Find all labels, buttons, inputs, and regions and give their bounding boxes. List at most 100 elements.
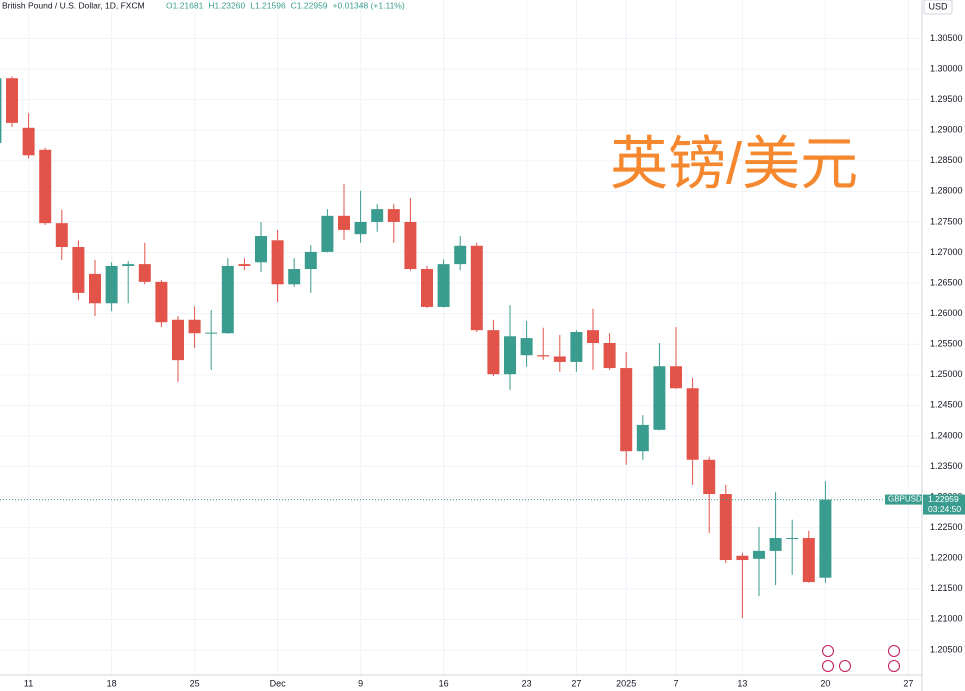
y-tick-label: 1.30000 — [930, 63, 963, 73]
candle-body — [321, 215, 334, 252]
candle-body — [636, 424, 649, 452]
y-tick-label: 1.27500 — [930, 216, 963, 226]
candle-body — [255, 236, 267, 263]
candle-body — [470, 245, 483, 331]
currency-box — [923, 0, 953, 15]
candle-body — [172, 319, 184, 361]
candle-body — [387, 209, 400, 222]
y-tick-label: 1.24500 — [930, 400, 963, 410]
candle-body — [769, 538, 782, 551]
candle-body — [72, 247, 85, 293]
y-tick-label: 1.21500 — [930, 583, 963, 593]
candle-body — [205, 332, 218, 334]
candle-body — [354, 221, 367, 235]
x-tick-label: 23 — [522, 678, 532, 688]
candle-body — [22, 127, 35, 156]
candle-body — [686, 388, 699, 460]
symbol: GBPUSD — [888, 495, 922, 504]
x-tick-label: 27 — [903, 678, 913, 688]
event-icon — [822, 660, 834, 672]
event-icon — [839, 660, 851, 672]
candle-body — [404, 221, 417, 270]
candle-body — [371, 209, 384, 222]
candle-body — [122, 264, 135, 266]
event-icon — [822, 645, 834, 657]
price-tag — [923, 494, 965, 515]
candle-body — [753, 550, 765, 559]
candle-body — [620, 368, 633, 452]
ohlc-value: +0.01348 (+1.11%) — [333, 0, 405, 10]
y-tick-label: 1.29000 — [930, 125, 963, 135]
candle-body — [603, 343, 616, 369]
ohlc-value: H1.23260 — [208, 0, 245, 10]
candle-body — [105, 265, 118, 304]
candle-body — [288, 269, 301, 285]
x-tick-label: 9 — [358, 678, 363, 688]
candle-body — [221, 265, 234, 334]
candle-body — [553, 356, 566, 362]
candle-body — [304, 251, 317, 270]
countdown: 03:24:50 — [928, 504, 961, 514]
y-tick-label: 1.27000 — [930, 247, 963, 257]
events — [822, 645, 900, 672]
ohlc-value: O1.21681 — [166, 0, 204, 10]
candle-body — [703, 459, 716, 495]
y-tick-label: 1.30500 — [930, 33, 963, 43]
axes: 1.205001.210001.215001.220001.225001.230… — [24, 33, 963, 688]
y-tick-label: 1.23500 — [930, 461, 963, 471]
candle-body — [0, 78, 2, 144]
x-tick-label: 18 — [107, 678, 117, 688]
candle-body — [6, 78, 18, 123]
header: British Pound / U.S. Dollar, 1D, FXCM O1… — [0, 0, 405, 12]
candle-body — [520, 338, 533, 356]
y-tick-label: 1.20500 — [930, 644, 963, 654]
candle-body — [454, 245, 467, 265]
candle-body — [437, 264, 450, 307]
candle-body — [802, 538, 815, 583]
candle-body — [155, 281, 168, 323]
x-tick-label: 27 — [571, 678, 581, 688]
y-tick-label: 1.28500 — [930, 155, 963, 165]
header-title: British Pound / U.S. Dollar, 1D, FXCM — [2, 0, 145, 10]
plot — [0, 76, 922, 619]
y-tick-label: 1.22000 — [930, 553, 963, 563]
y-tick-label: 1.21000 — [930, 614, 963, 624]
candle-body — [504, 336, 516, 375]
watermark: 英镑/美元 — [610, 131, 858, 196]
candle-body — [719, 494, 732, 561]
symbol-tag — [885, 494, 922, 505]
candle-body — [55, 223, 68, 248]
last-price: 1.22959 — [928, 494, 959, 504]
y-tick-label: 1.25000 — [930, 369, 963, 379]
ohlc-value: L1.21596 — [250, 0, 286, 10]
y-tick-label: 1.24000 — [930, 430, 963, 440]
event-icon — [888, 660, 900, 672]
candle-body — [421, 269, 433, 307]
x-tick-label: 20 — [820, 678, 830, 688]
x-tick-label: 2025 — [616, 678, 636, 688]
y-tick-label: 1.28000 — [930, 186, 963, 196]
x-tick-label: 13 — [737, 678, 747, 688]
candle-body — [39, 149, 52, 224]
y-tick-label: 1.25500 — [930, 339, 963, 349]
ohlc-value: C1.22959 — [291, 0, 328, 10]
event-icon — [888, 645, 900, 657]
y-tick-label: 1.22500 — [930, 522, 963, 532]
candle-body — [786, 538, 799, 540]
currency: USD — [928, 1, 948, 11]
header-bg — [0, 0, 352, 12]
candle-body — [188, 319, 201, 334]
candle-body — [238, 264, 251, 266]
candle-body — [271, 240, 284, 285]
y-tick-label: 1.26500 — [930, 277, 963, 287]
candle-body — [138, 264, 151, 282]
x-tick-label: 25 — [190, 678, 200, 688]
candle-body — [587, 330, 599, 344]
candle-body — [653, 366, 666, 430]
candle-body — [670, 366, 682, 389]
candle-body — [819, 499, 832, 578]
y-tick-label: 1.29500 — [930, 94, 963, 104]
x-tick-label: 11 — [24, 678, 33, 688]
